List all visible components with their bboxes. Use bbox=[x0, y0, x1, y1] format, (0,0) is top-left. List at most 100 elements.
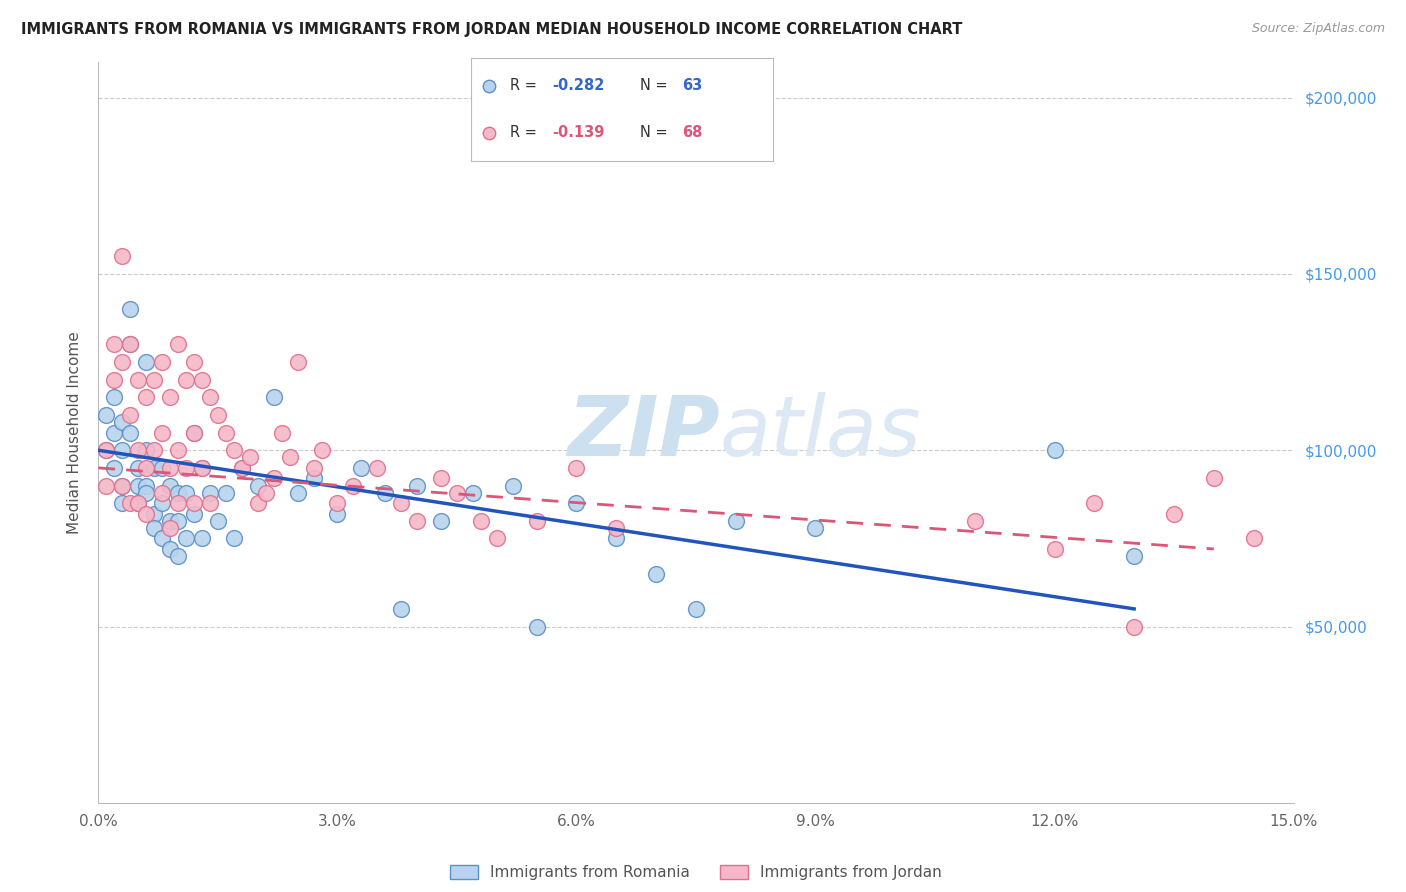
Point bbox=[159, 461, 181, 475]
Text: IMMIGRANTS FROM ROMANIA VS IMMIGRANTS FROM JORDAN MEDIAN HOUSEHOLD INCOME CORREL: IMMIGRANTS FROM ROMANIA VS IMMIGRANTS FR… bbox=[21, 22, 963, 37]
Point bbox=[246, 496, 269, 510]
Point bbox=[198, 485, 221, 500]
Point bbox=[1243, 532, 1265, 546]
Point bbox=[1202, 471, 1225, 485]
Point bbox=[120, 425, 142, 440]
Text: -0.282: -0.282 bbox=[553, 78, 605, 93]
Point bbox=[120, 408, 142, 422]
Point bbox=[191, 373, 214, 387]
Point bbox=[159, 514, 181, 528]
Point bbox=[287, 485, 309, 500]
Point bbox=[167, 549, 190, 563]
Point bbox=[135, 485, 157, 500]
Point bbox=[183, 425, 205, 440]
Point bbox=[103, 373, 125, 387]
Point bbox=[183, 496, 205, 510]
Point bbox=[287, 355, 309, 369]
Text: N =: N = bbox=[640, 78, 672, 93]
Point bbox=[239, 450, 262, 465]
Point bbox=[96, 443, 118, 458]
Point bbox=[103, 461, 125, 475]
Point bbox=[222, 443, 245, 458]
Text: -0.139: -0.139 bbox=[553, 126, 605, 140]
Text: 63: 63 bbox=[683, 78, 703, 93]
Point bbox=[127, 478, 149, 492]
Point bbox=[143, 521, 166, 535]
Point bbox=[159, 541, 181, 556]
Point bbox=[191, 461, 214, 475]
Point bbox=[685, 602, 707, 616]
Point bbox=[430, 471, 453, 485]
Point bbox=[183, 425, 205, 440]
Legend: Immigrants from Romania, Immigrants from Jordan: Immigrants from Romania, Immigrants from… bbox=[444, 859, 948, 887]
Point bbox=[302, 471, 325, 485]
Point bbox=[215, 425, 238, 440]
Point bbox=[183, 507, 205, 521]
Point bbox=[804, 521, 827, 535]
Point bbox=[326, 496, 349, 510]
Point bbox=[135, 443, 157, 458]
Point bbox=[724, 514, 747, 528]
Text: R =: R = bbox=[510, 78, 541, 93]
Point bbox=[150, 425, 173, 440]
Point bbox=[96, 478, 118, 492]
Point bbox=[565, 461, 588, 475]
Point bbox=[446, 485, 468, 500]
Point bbox=[143, 461, 166, 475]
Point bbox=[342, 478, 364, 492]
Point bbox=[159, 390, 181, 404]
Point bbox=[111, 496, 134, 510]
Point bbox=[174, 532, 197, 546]
Text: N =: N = bbox=[640, 126, 672, 140]
Point bbox=[191, 461, 214, 475]
Point bbox=[963, 514, 986, 528]
Point bbox=[159, 521, 181, 535]
Point bbox=[167, 337, 190, 351]
Point bbox=[143, 443, 166, 458]
Point bbox=[1043, 443, 1066, 458]
Point bbox=[1163, 507, 1185, 521]
Point bbox=[127, 496, 149, 510]
Point bbox=[167, 514, 190, 528]
Point bbox=[605, 532, 627, 546]
Point bbox=[222, 532, 245, 546]
Point bbox=[111, 415, 134, 429]
Point bbox=[231, 461, 253, 475]
Point bbox=[135, 390, 157, 404]
Point bbox=[103, 337, 125, 351]
Point bbox=[645, 566, 668, 581]
Point bbox=[103, 425, 125, 440]
Point bbox=[111, 443, 134, 458]
Text: 68: 68 bbox=[683, 126, 703, 140]
Point bbox=[120, 337, 142, 351]
Point bbox=[198, 390, 221, 404]
Point bbox=[143, 507, 166, 521]
Point bbox=[150, 461, 173, 475]
Point bbox=[374, 485, 396, 500]
Point bbox=[174, 373, 197, 387]
Point bbox=[270, 425, 292, 440]
Point bbox=[96, 408, 118, 422]
Point bbox=[1083, 496, 1105, 510]
Point bbox=[150, 496, 173, 510]
Point bbox=[461, 485, 484, 500]
Point bbox=[111, 478, 134, 492]
Point bbox=[174, 485, 197, 500]
Point bbox=[207, 514, 229, 528]
Point bbox=[263, 471, 285, 485]
Point bbox=[167, 485, 190, 500]
Point bbox=[215, 485, 238, 500]
Y-axis label: Median Household Income: Median Household Income bbox=[66, 331, 82, 534]
Point bbox=[231, 461, 253, 475]
Point bbox=[366, 461, 388, 475]
Point bbox=[150, 485, 173, 500]
Point bbox=[263, 390, 285, 404]
Point bbox=[254, 485, 277, 500]
Point bbox=[96, 443, 118, 458]
Point bbox=[127, 461, 149, 475]
Point bbox=[135, 507, 157, 521]
Point bbox=[111, 478, 134, 492]
Point bbox=[565, 496, 588, 510]
Point bbox=[127, 373, 149, 387]
Point bbox=[127, 496, 149, 510]
